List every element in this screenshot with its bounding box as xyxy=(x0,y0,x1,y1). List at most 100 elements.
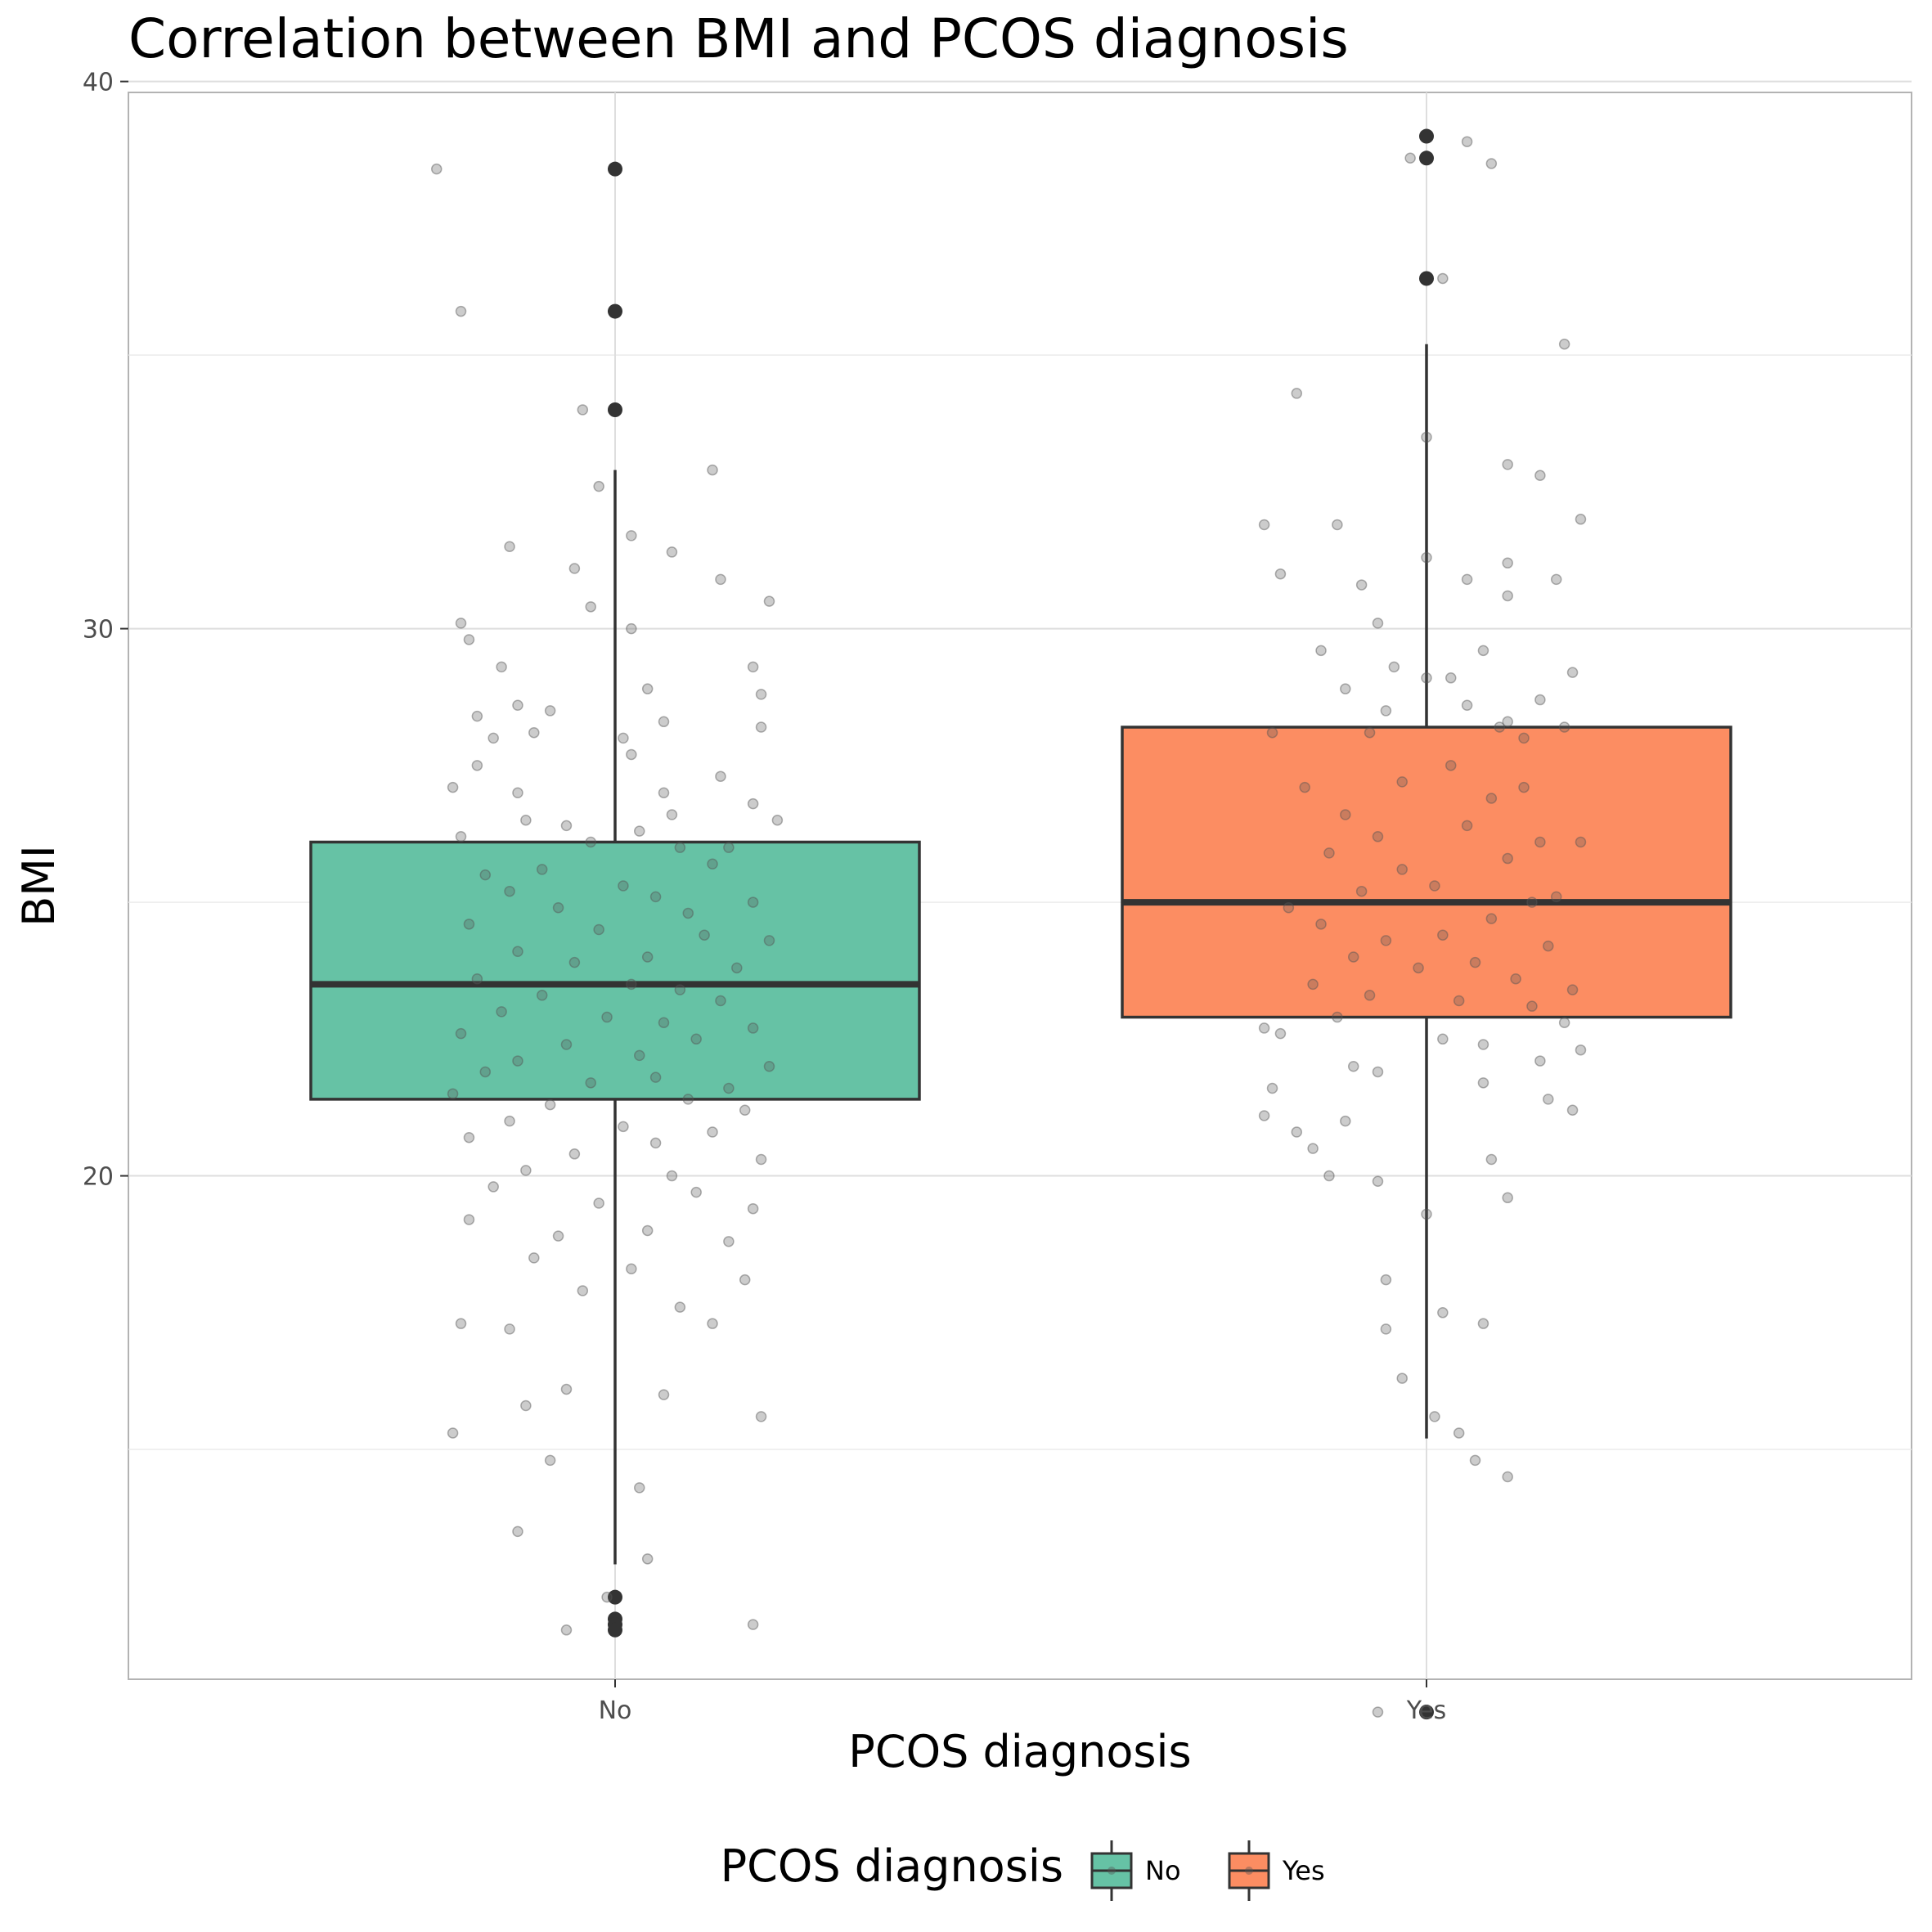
jitter-point xyxy=(1558,1017,1570,1028)
jitter-point xyxy=(739,1104,751,1117)
jitter-point xyxy=(487,1181,499,1193)
jitter-point xyxy=(763,935,775,946)
jitter-point xyxy=(674,984,686,995)
jitter-point xyxy=(512,699,523,711)
jitter-point xyxy=(723,1236,735,1247)
jitter-point xyxy=(1380,705,1392,717)
jitter-point xyxy=(1437,929,1449,941)
jitter-point xyxy=(577,1285,589,1296)
jitter-point xyxy=(1266,1082,1278,1094)
jitter-point xyxy=(674,842,686,853)
jitter-point xyxy=(658,1017,670,1028)
jitter-point xyxy=(520,1165,532,1176)
legend-point xyxy=(1245,1867,1253,1875)
jitter-point xyxy=(1445,760,1457,771)
jitter-point xyxy=(593,923,604,936)
jitter-point xyxy=(431,163,443,175)
jitter-point xyxy=(471,760,483,771)
x-axis-label: PCOS diagnosis xyxy=(848,1726,1191,1777)
jitter-point xyxy=(585,601,596,613)
jitter-point xyxy=(739,1274,751,1286)
jitter-point xyxy=(471,710,483,722)
jitter-point xyxy=(690,1033,702,1045)
jitter-point xyxy=(560,1383,573,1395)
y-tick-label: 20 xyxy=(83,1163,114,1192)
jitter-point xyxy=(1388,661,1400,673)
jitter-point xyxy=(649,1072,662,1083)
jitter-point xyxy=(1291,1126,1303,1138)
jitter-point xyxy=(536,864,548,875)
jitter-point xyxy=(1558,721,1570,733)
jitter-point xyxy=(1453,995,1465,1007)
jitter-point xyxy=(528,1252,540,1264)
jitter-point xyxy=(1340,683,1351,694)
jitter-point xyxy=(755,1411,767,1422)
jitter-point xyxy=(1477,645,1489,657)
jitter-point xyxy=(1461,699,1473,711)
jitter-point xyxy=(1485,158,1498,169)
jitter-point xyxy=(544,1454,556,1467)
jitter-point xyxy=(1461,820,1473,832)
jitter-point xyxy=(447,1427,459,1439)
jitter-point xyxy=(1421,1208,1432,1220)
jitter-point xyxy=(1380,1274,1392,1286)
jitter-point xyxy=(455,1027,467,1040)
jitter-point xyxy=(1518,781,1530,793)
jitter-point xyxy=(504,1323,515,1335)
jitter-point xyxy=(479,1066,492,1078)
jitter-point xyxy=(1291,388,1303,399)
jitter-point xyxy=(1534,470,1546,482)
jitter-point xyxy=(601,1591,613,1603)
x-tick-label: No xyxy=(599,1696,632,1725)
jitter-point xyxy=(690,1186,702,1198)
jitter-point xyxy=(1461,136,1473,147)
jitter-point xyxy=(1355,579,1368,591)
jitter-point xyxy=(618,880,629,892)
jitter-point xyxy=(715,771,726,782)
jitter-point xyxy=(1347,1061,1359,1072)
jitter-point xyxy=(1347,951,1359,963)
jitter-point xyxy=(1340,809,1351,820)
jitter-point xyxy=(1502,557,1513,569)
jitter-point xyxy=(1485,1153,1498,1166)
y-axis-ticks: 20 30 40 xyxy=(83,69,128,1192)
jitter-point xyxy=(1477,1077,1489,1089)
jitter-point xyxy=(771,814,784,826)
jitter-point xyxy=(723,842,735,853)
jitter-point xyxy=(1437,1307,1449,1319)
jitter-point xyxy=(568,956,581,968)
jitter-point xyxy=(463,634,475,645)
jitter-point xyxy=(641,1553,654,1565)
jitter-point xyxy=(1453,1427,1465,1439)
legend: PCOS diagnosis No Yes xyxy=(721,1840,1325,1901)
jitter-point xyxy=(447,781,459,793)
jitter-point xyxy=(649,891,662,903)
jitter-point xyxy=(487,732,499,744)
jitter-point xyxy=(747,896,759,908)
jitter-point xyxy=(626,530,637,541)
jitter-point xyxy=(618,1121,629,1133)
jitter-point xyxy=(593,480,604,492)
jitter-point xyxy=(496,1006,507,1018)
jitter-point xyxy=(674,1301,686,1313)
jitter-point xyxy=(1396,776,1408,788)
box-yes xyxy=(1121,128,1732,1720)
jitter-point xyxy=(1429,1411,1440,1422)
jitter-point xyxy=(560,1624,573,1636)
jitter-point xyxy=(666,809,678,820)
jitter-point xyxy=(1421,672,1432,684)
jitter-point xyxy=(682,907,694,919)
jitter-point xyxy=(552,1230,564,1242)
jitter-point xyxy=(763,595,775,607)
jitter-point xyxy=(1437,272,1449,285)
jitter-point xyxy=(723,1082,735,1094)
jitter-point xyxy=(1274,568,1287,580)
jitter-point xyxy=(552,902,564,914)
box-no xyxy=(309,161,921,1638)
jitter-point xyxy=(1364,990,1376,1001)
jitter-point xyxy=(755,689,767,700)
jitter-point xyxy=(747,1619,759,1630)
jitter-point xyxy=(1502,1471,1513,1483)
jitter-point xyxy=(1315,919,1327,930)
